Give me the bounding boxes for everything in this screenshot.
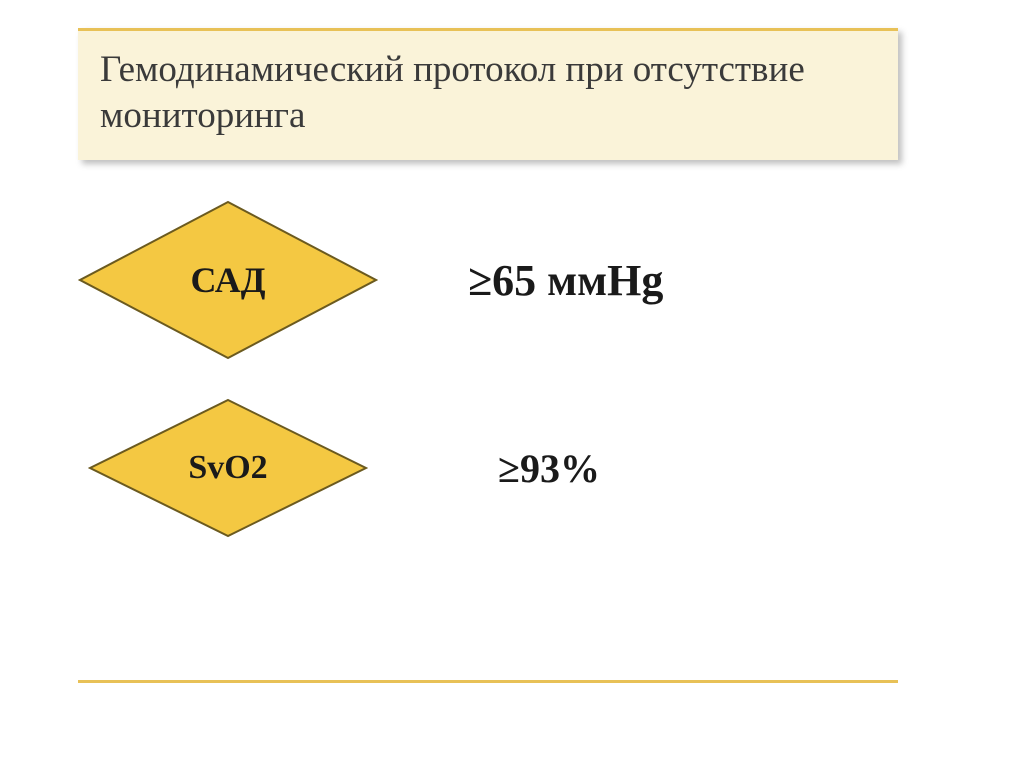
diamond-label-svo2: SvO2 <box>188 449 267 487</box>
title-container: Гемодинамический протокол при отсутствие… <box>78 28 898 160</box>
diamond-label-sad: САД <box>191 259 266 301</box>
bottom-divider <box>78 680 898 683</box>
value-svo2: ≥93% <box>498 445 600 492</box>
row-sad: САД ≥65 ммHg <box>78 200 898 360</box>
diamond-wrapper-2: SvO2 <box>78 398 378 538</box>
diamond-svo2: SvO2 <box>88 398 368 538</box>
content-area: САД ≥65 ммHg SvO2 ≥93% <box>78 200 898 576</box>
diamond-wrapper-1: САД <box>78 200 378 360</box>
row-svo2: SvO2 ≥93% <box>78 398 898 538</box>
value-sad: ≥65 ммHg <box>468 255 663 306</box>
slide-title: Гемодинамический протокол при отсутствие… <box>100 47 876 140</box>
diamond-sad: САД <box>78 200 378 360</box>
